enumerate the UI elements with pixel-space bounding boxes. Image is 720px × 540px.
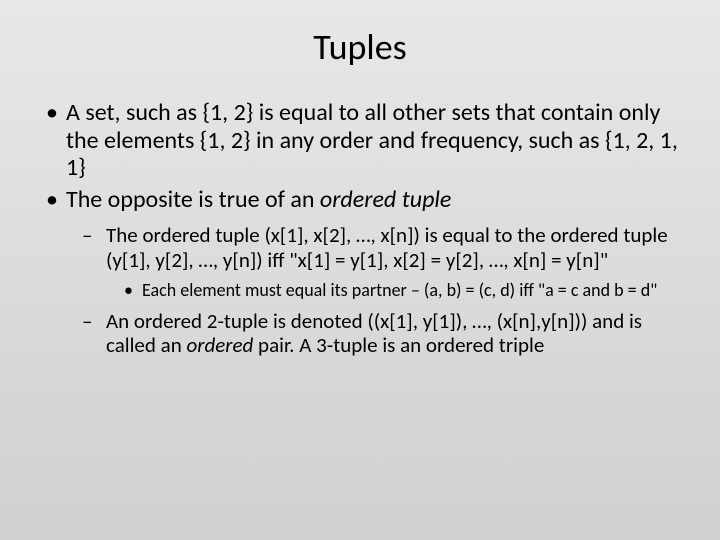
bullet-text-suffix: pair. A 3-tuple is an ordered triple (253, 332, 544, 358)
bullet-text: The ordered tuple (x[1], x[2], …, x[n]) … (106, 222, 668, 272)
bullet-list-level1: A set, such as {1, 2} is equal to all ot… (40, 99, 680, 358)
bullet-text-italic: ordered (186, 332, 253, 358)
bullet-item: A set, such as {1, 2} is equal to all ot… (40, 99, 680, 182)
bullet-text-prefix: The opposite is true of an (66, 185, 320, 214)
bullet-item: Each element must equal its partner – (a… (120, 280, 680, 302)
bullet-text: Each element must equal its partner – (a… (142, 279, 657, 301)
bullet-item: The opposite is true of an ordered tuple… (40, 186, 680, 358)
bullet-item: The ordered tuple (x[1], x[2], …, x[n]) … (76, 223, 680, 301)
bullet-item: An ordered 2-tuple is denoted ((x[1], y[… (76, 309, 680, 357)
bullet-text: A set, such as {1, 2} is equal to all ot… (66, 98, 678, 182)
bullet-text-italic: ordered tuple (320, 185, 451, 214)
bullet-list-level3: Each element must equal its partner – (a… (106, 280, 680, 302)
slide-title: Tuples (40, 25, 680, 69)
bullet-list-level2: The ordered tuple (x[1], x[2], …, x[n]) … (66, 223, 680, 357)
